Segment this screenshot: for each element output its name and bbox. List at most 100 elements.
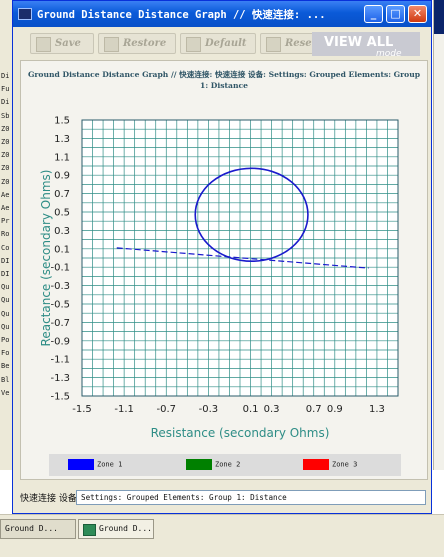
default-button[interactable]: Default (180, 33, 256, 54)
y-tick-label: -0.1 (50, 263, 70, 274)
x-tick-label: -0.3 (199, 404, 219, 415)
y-tick-label: 1.3 (54, 134, 70, 145)
title-bar[interactable]: Ground Distance Distance Graph // 快速连接: … (13, 1, 431, 27)
default-label: Default (205, 38, 247, 49)
x-tick-label: -1.5 (72, 404, 92, 415)
graph-window: Ground Distance Distance Graph // 快速连接: … (12, 0, 432, 514)
restore-label: Restore (123, 38, 167, 49)
y-tick-label: -0.5 (50, 300, 70, 311)
maximize-icon: □ (390, 7, 401, 20)
zone-1-mho-circle (194, 167, 309, 263)
chart-legend: Zone 1 Zone 2 Zone 3 (49, 454, 401, 476)
taskbar-item-1[interactable]: Ground D... (0, 519, 76, 539)
background-row: Qu (1, 322, 10, 331)
background-row: Sb (1, 111, 10, 120)
y-tick-label: 0.3 (54, 226, 70, 237)
x-tick-label: 0.1 (243, 404, 259, 415)
default-icon (186, 37, 201, 52)
background-row: Co (1, 243, 10, 252)
reset-label: Reset (285, 38, 317, 49)
y-tick-label: 1.5 (54, 116, 70, 127)
app-icon (18, 8, 32, 20)
view-all-mode-button[interactable]: VIEW ALL mode (312, 32, 420, 59)
minimize-icon: _ (370, 7, 377, 20)
chart-title: Ground Distance Distance Graph // 快速连接: … (27, 70, 421, 90)
y-tick-label: -1.1 (50, 355, 70, 366)
zone-1-line (116, 247, 369, 269)
x-axis-label: Resistance (secondary Ohms) (151, 426, 330, 440)
background-row: Qu (1, 283, 10, 292)
x-tick-label: 0.9 (327, 404, 343, 415)
background-row: Z0 (1, 164, 10, 173)
background-app-header (434, 0, 444, 34)
background-row: Fu (1, 85, 10, 94)
window-title: Ground Distance Distance Graph // 快速连接: … (37, 9, 326, 21)
legend-label: Zone 1 (97, 460, 123, 469)
restore-button[interactable]: Restore (98, 33, 176, 54)
save-label: Save (55, 38, 81, 49)
y-tick-label: -0.7 (50, 318, 70, 329)
background-row: DI (1, 270, 10, 278)
y-tick-label: 0.7 (54, 189, 70, 200)
background-row: Z0 (1, 177, 10, 186)
y-tick-label: 0.5 (54, 208, 70, 219)
background-row: Z0 (1, 151, 10, 160)
restore-icon (104, 37, 119, 52)
impedance-plot: 1.5 1.3 1.1 0.9 0.7 0.5 0.3 0.1 -0.1 -0.3 -0.5 -0.7… (39, 116, 399, 440)
close-icon: ✕ (412, 7, 423, 20)
y-tick-label: -1.3 (50, 373, 70, 384)
background-row: Ae (1, 190, 10, 199)
graph-panel: Ground Distance Distance Graph // 快速连接: … (20, 60, 428, 480)
x-tick-label: 1.3 (369, 404, 385, 415)
save-icon (36, 37, 51, 52)
background-row: Ve (1, 388, 10, 397)
x-tick-label: -0.7 (157, 404, 177, 415)
background-row: Bl (1, 375, 10, 384)
y-tick-label: 0.9 (54, 171, 70, 182)
background-row: Po (1, 336, 10, 344)
background-row: Qu (1, 296, 10, 305)
background-row: Ro (1, 230, 10, 239)
taskbar-item-2[interactable]: Ground D... (78, 519, 154, 539)
reset-icon (266, 37, 281, 52)
view-all-mode-label: mode (376, 49, 402, 59)
status-label: 快速连接 设备 (20, 494, 77, 504)
y-tick-label: 0.1 (54, 244, 70, 255)
legend-swatch (303, 459, 329, 470)
background-row: Be (1, 362, 10, 371)
background-row: Di (1, 72, 10, 80)
x-tick-label: -1.1 (114, 404, 134, 415)
toolbar: Save Restore Default Reset VIEW ALL mode (16, 30, 428, 59)
legend-item: Zone 3 (303, 459, 357, 471)
y-tick-label: 1.1 (54, 152, 70, 163)
graph-app-icon (83, 524, 96, 536)
save-button[interactable]: Save (30, 33, 94, 54)
background-row: Z0 (1, 124, 10, 133)
taskbar: Ground D... Ground D... (0, 514, 444, 557)
y-axis-label: Reactance (secondary Ohms) (39, 170, 53, 347)
y-tick-label: -0.3 (50, 281, 70, 292)
legend-label: Zone 3 (332, 460, 358, 469)
legend-swatch (68, 459, 94, 470)
taskbar-item-label: Ground D... (5, 524, 58, 533)
status-field: Settings: Grouped Elements: Group 1: Dis… (76, 490, 426, 505)
close-button[interactable]: ✕ (408, 5, 427, 23)
legend-item: Zone 2 (186, 459, 240, 471)
y-tick-label: -1.5 (50, 392, 70, 403)
status-bar: 快速连接 设备 Settings: Grouped Elements: Grou… (20, 490, 428, 506)
maximize-button[interactable]: □ (386, 5, 405, 23)
x-tick-label: 0.3 (264, 404, 280, 415)
background-row: Ae (1, 204, 10, 212)
view-all-label: VIEW ALL (324, 35, 394, 50)
taskbar-item-label: Ground D... (99, 524, 152, 533)
background-row: Z0 (1, 138, 10, 146)
background-row: Di (1, 98, 10, 107)
background-row: DI (1, 256, 10, 265)
legend-item: Zone 1 (68, 459, 122, 471)
legend-swatch (186, 459, 212, 470)
background-row: Qu (1, 309, 10, 318)
background-row: Fo (1, 349, 10, 358)
minimize-button[interactable]: _ (364, 5, 383, 23)
background-app-right (433, 0, 444, 470)
plot-border (81, 119, 399, 397)
